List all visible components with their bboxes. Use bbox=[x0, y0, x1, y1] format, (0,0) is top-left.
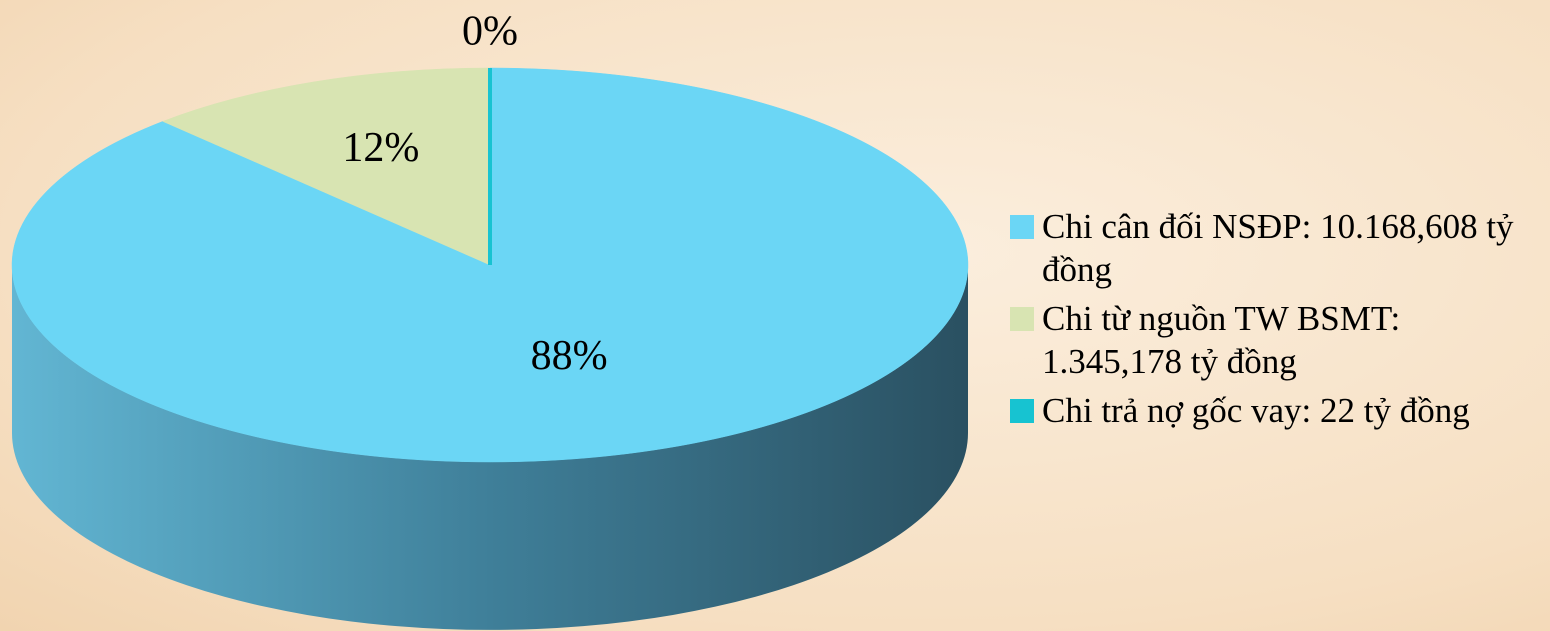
legend-label: Chi cân đối NSĐP: 10.168,608 tỷ đồng bbox=[1042, 205, 1530, 291]
data-label: 88% bbox=[531, 333, 608, 379]
legend-label: Chi từ nguồn TW BSMT: 1.345,178 tỷ đồng bbox=[1042, 297, 1530, 383]
legend-item: Chi từ nguồn TW BSMT: 1.345,178 tỷ đồng bbox=[1010, 297, 1530, 383]
data-label: 12% bbox=[342, 125, 419, 171]
legend-item: Chi cân đối NSĐP: 10.168,608 tỷ đồng bbox=[1010, 205, 1530, 291]
data-label: 0% bbox=[462, 9, 518, 55]
legend-item: Chi trả nợ gốc vay: 22 tỷ đồng bbox=[1010, 389, 1530, 432]
legend-swatch bbox=[1010, 307, 1034, 331]
legend-swatch bbox=[1010, 399, 1034, 423]
legend-swatch bbox=[1010, 215, 1034, 239]
legend-label: Chi trả nợ gốc vay: 22 tỷ đồng bbox=[1042, 389, 1470, 432]
page: 88% 12% 0% Chi cân đối NSĐP: 10.168,608 tỷ… bbox=[0, 0, 1550, 631]
